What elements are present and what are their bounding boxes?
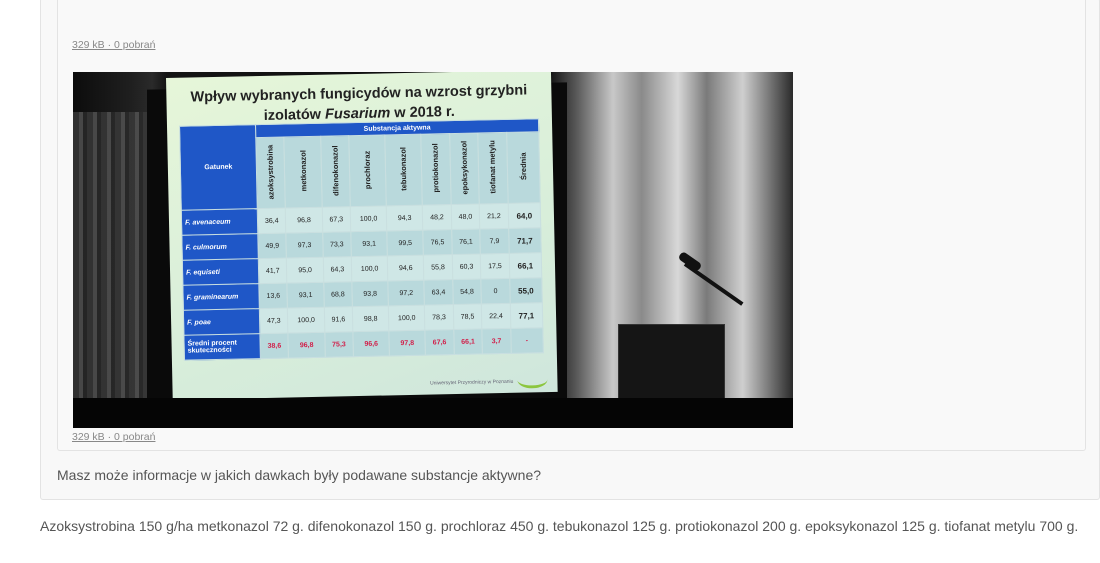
column-header-label: metkonazol (298, 150, 308, 192)
value-cell: 63,4 (424, 279, 454, 306)
efficacy-cell: 75,3 (324, 331, 354, 358)
value-cell: 78,3 (424, 304, 454, 331)
quoted-post: 329 kB · 0 pobrań Wpływ wybranych fungic… (40, 0, 1100, 500)
value-cell: 41,7 (258, 258, 288, 284)
column-header-label: prochloraz (362, 150, 373, 190)
value-cell: 76,1 (451, 228, 481, 255)
floor (73, 398, 793, 428)
efficacy-cell: 66,1 (453, 328, 483, 355)
value-cell: 0 (480, 278, 510, 304)
value-cell: 78,5 (453, 303, 483, 330)
value-cell: 48,2 (422, 204, 452, 231)
efficacy-cell: 38,6 (259, 332, 289, 359)
fungicide-table: Gatunek Substancja aktywna azoksystrobina m… (179, 118, 544, 361)
value-cell: 71,7 (508, 227, 542, 254)
column-header-label: Średnia (518, 152, 529, 181)
attachment-box: 329 kB · 0 pobrań Wpływ wybranych fungic… (57, 0, 1086, 451)
column-header: prochloraz (348, 134, 387, 207)
value-cell: 95,0 (286, 257, 324, 284)
value-cell: 22,4 (481, 303, 511, 329)
value-cell: 94,6 (387, 255, 425, 281)
value-cell: 55,0 (509, 277, 543, 304)
attachment-meta-link[interactable]: 329 kB · 0 pobrań (72, 39, 156, 51)
value-cell: 100,0 (388, 305, 426, 331)
column-header-label: protiokonazol (430, 143, 441, 194)
title-part: izolatów (263, 106, 326, 124)
value-cell: 49,9 (257, 233, 287, 259)
value-cell: 99,5 (386, 230, 424, 256)
column-header: tebukonazol (384, 134, 423, 206)
column-header-label: epoksykonazol (459, 140, 470, 195)
value-cell: 67,3 (321, 206, 351, 233)
value-cell: 7,9 (479, 228, 509, 254)
value-cell: 64,0 (507, 202, 541, 229)
species-header: Gatunek (179, 124, 258, 211)
column-header: epoksykonazol (449, 132, 480, 205)
value-cell: 48,0 (450, 203, 480, 230)
reply-text: Azoksystrobina 150 g/ha metkonazol 72 g.… (40, 518, 1079, 534)
value-cell: 93,1 (350, 230, 388, 257)
title-part: w 2018 r. (390, 103, 455, 122)
column-header: metkonazol (284, 136, 322, 209)
value-cell: 60,3 (451, 253, 481, 280)
value-cell: 68,8 (323, 281, 353, 308)
title-italic: Fusarium (324, 105, 391, 123)
university-logo (517, 371, 548, 389)
projected-slide: Wpływ wybranych fungicydów na wzrost grz… (166, 72, 558, 400)
value-cell: 64,3 (322, 256, 352, 283)
species-cell: F. equiseti (182, 258, 259, 286)
species-cell: F. avenaceum (181, 208, 258, 236)
university-logo-text: Uniwersytet Przyrodniczy w Poznaniu (430, 378, 514, 387)
value-cell: 76,5 (422, 229, 452, 256)
species-cell: F. poae (183, 308, 260, 336)
quoted-question: Masz może informacje w jakich dawkach by… (57, 467, 542, 483)
column-header-label: azoksystrobina (265, 144, 276, 200)
value-cell: 100,0 (350, 205, 387, 232)
efficacy-cell: 97,8 (389, 330, 426, 356)
value-cell: 54,8 (452, 278, 482, 305)
column-header-label: tebukonazol (398, 147, 409, 192)
column-header: Średnia (506, 131, 541, 204)
value-cell: 91,6 (323, 306, 353, 333)
value-cell: 36,4 (257, 208, 287, 234)
column-header-label: tiofanat metylu (487, 140, 498, 194)
species-cell: F. graminearum (182, 283, 260, 311)
efficacy-cell: 3,7 (482, 328, 512, 354)
column-header: azoksystrobina (255, 137, 286, 209)
efficacy-label: Średni procent skuteczności (183, 333, 261, 361)
efficacy-cell: - (510, 327, 544, 354)
attachment-photo[interactable]: Wpływ wybranych fungicydów na wzrost grz… (73, 72, 793, 428)
value-cell: 93,1 (287, 282, 324, 308)
value-cell: 66,1 (508, 252, 542, 279)
curtain (73, 112, 153, 412)
attachment-meta-link[interactable]: 329 kB · 0 pobrań (72, 431, 156, 443)
value-cell: 98,8 (352, 305, 390, 332)
value-cell: 77,1 (509, 302, 543, 329)
value-cell: 21,2 (479, 203, 509, 229)
value-cell: 93,8 (351, 280, 389, 307)
efficacy-cell: 67,6 (425, 329, 455, 356)
value-cell: 73,3 (322, 231, 352, 258)
efficacy-cell: 96,8 (288, 332, 325, 358)
species-cell: F. culmorum (181, 233, 259, 261)
value-cell: 13,6 (258, 283, 288, 309)
value-cell: 94,3 (386, 205, 423, 231)
value-cell: 100,0 (351, 255, 388, 282)
efficacy-cell: 96,6 (352, 330, 390, 357)
value-cell: 97,3 (286, 232, 323, 259)
column-header: difenokonazol (320, 135, 351, 208)
value-cell: 97,2 (387, 280, 425, 306)
value-cell: 100,0 (287, 307, 325, 333)
value-cell: 17,5 (480, 253, 510, 279)
column-header: tiofanat metylu (477, 132, 508, 204)
value-cell: 55,8 (423, 254, 453, 281)
column-header-label: difenokonazol (330, 145, 341, 196)
value-cell: 96,8 (285, 207, 323, 234)
value-cell: 47,3 (259, 307, 289, 334)
column-header: protiokonazol (420, 133, 451, 206)
